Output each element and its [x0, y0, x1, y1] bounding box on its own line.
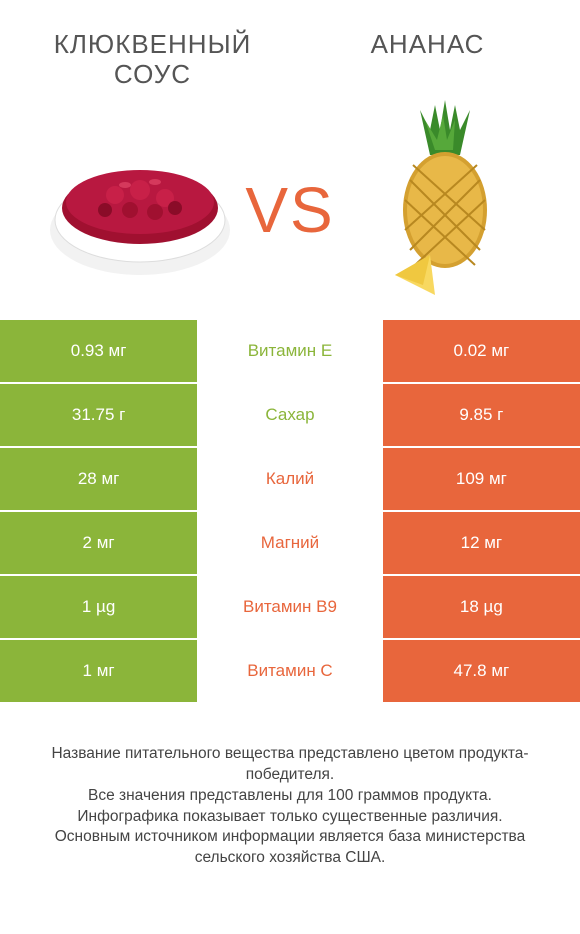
right-value-cell: 109 мг	[383, 448, 580, 510]
images-row: VS	[0, 100, 580, 320]
comparison-infographic: КЛЮКВЕННЫЙ СОУС АНАНАС VS	[0, 0, 580, 934]
left-value-cell: 1 µg	[0, 576, 197, 638]
right-value-cell: 18 µg	[383, 576, 580, 638]
left-product-title: КЛЮКВЕННЫЙ СОУС	[40, 30, 265, 90]
right-product-image	[340, 100, 540, 300]
left-value-cell: 0.93 мг	[0, 320, 197, 382]
pineapple-icon	[375, 100, 505, 300]
footer-line: Основным источником информации является …	[30, 827, 550, 869]
table-row: 2 мгМагний12 мг	[0, 512, 580, 576]
nutrient-label-cell: Витамин E	[197, 320, 383, 382]
left-product-image	[40, 100, 240, 300]
header: КЛЮКВЕННЫЙ СОУС АНАНАС	[0, 0, 580, 100]
nutrient-label-cell: Витамин B9	[197, 576, 383, 638]
comparison-table: 0.93 мгВитамин E0.02 мг31.75 гСахар9.85 …	[0, 320, 580, 704]
left-value-cell: 31.75 г	[0, 384, 197, 446]
footer-line: Название питательного вещества представл…	[30, 744, 550, 786]
nutrient-label-cell: Витамин C	[197, 640, 383, 702]
left-value-cell: 2 мг	[0, 512, 197, 574]
table-row: 1 мгВитамин C47.8 мг	[0, 640, 580, 704]
table-row: 0.93 мгВитамин E0.02 мг	[0, 320, 580, 384]
right-value-cell: 12 мг	[383, 512, 580, 574]
table-row: 31.75 гСахар9.85 г	[0, 384, 580, 448]
left-value-cell: 1 мг	[0, 640, 197, 702]
right-product-title: АНАНАС	[315, 30, 540, 60]
table-row: 28 мгКалий109 мг	[0, 448, 580, 512]
right-value-cell: 0.02 мг	[383, 320, 580, 382]
footer-line: Инфографика показывает только существенн…	[30, 807, 550, 828]
table-row: 1 µgВитамин B918 µg	[0, 576, 580, 640]
left-value-cell: 28 мг	[0, 448, 197, 510]
vs-label: VS	[245, 173, 334, 247]
nutrient-label-cell: Сахар	[197, 384, 383, 446]
footer-notes: Название питательного вещества представл…	[0, 704, 580, 890]
footer-line: Все значения представлены для 100 граммо…	[30, 786, 550, 807]
nutrient-label-cell: Магний	[197, 512, 383, 574]
right-value-cell: 47.8 мг	[383, 640, 580, 702]
cranberry-sauce-icon	[45, 120, 235, 280]
nutrient-label-cell: Калий	[197, 448, 383, 510]
right-value-cell: 9.85 г	[383, 384, 580, 446]
